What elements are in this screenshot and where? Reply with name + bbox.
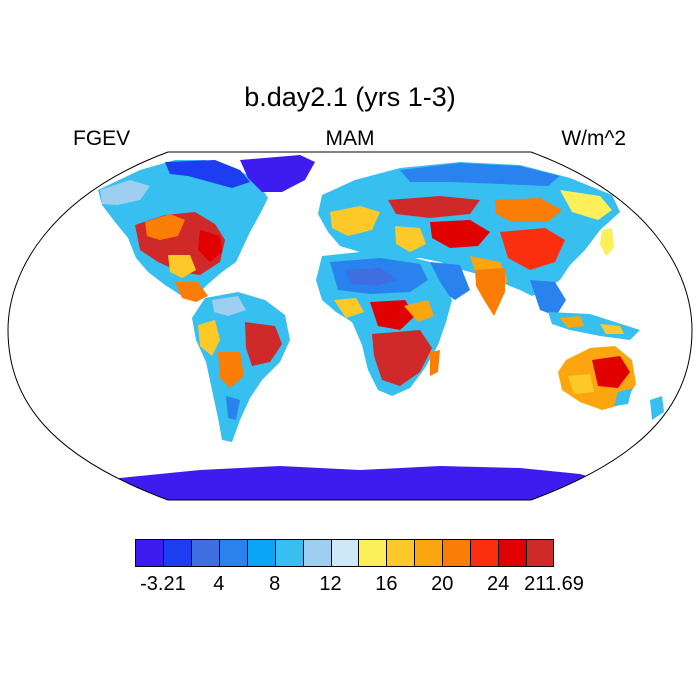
map-field [98,155,664,500]
colorbar-label: 24 [487,573,510,595]
colorbar-swatch [442,539,471,567]
colorbar-label: -3.21 [140,573,186,595]
africa-landmass [316,252,452,396]
colorbar-swatch [302,539,331,567]
colorbar-swatch [526,539,554,567]
new-zealand-landmass [650,396,664,420]
plot-title: b.day2.1 (yrs 1-3) [244,82,456,112]
south-america-landmass [192,292,290,442]
colorbar-label: 8 [269,573,281,595]
colorbar-swatch [218,539,247,567]
australia-landmass [558,346,636,410]
map-outline [7,151,693,501]
madagascar-landmass [430,350,440,376]
colorbar-swatch [190,539,219,567]
colorbar-swatch [386,539,415,567]
colorbar-label: 211.69 [524,573,584,595]
colorbar-swatch [135,539,163,567]
north-america-landmass [98,160,268,302]
colorbar-swatch [498,539,527,567]
colorbar-label: 12 [319,573,342,595]
colorbar-swatch [330,539,359,567]
colorbar-swatch [274,539,303,567]
eurasia-landmass [318,162,620,296]
colorbar-swatch [162,539,191,567]
india-landmass [475,268,505,316]
southeast-asia-landmass [530,280,640,340]
greenland-landmass [240,155,315,192]
colorbar-label: 16 [375,573,398,595]
colorbar-label: 4 [213,573,225,595]
colorbar-swatch [358,539,387,567]
colorbar-swatch [414,539,443,567]
colorbar-swatch [246,539,275,567]
units-label: W/m^2 [561,127,626,150]
season-label: MAM [325,127,375,150]
variable-label: FGEV [73,127,131,150]
japan-landmass [600,228,614,256]
colorbar-swatch [470,539,499,567]
colorbar-label: 20 [431,573,454,595]
antarctica-landmass [100,466,600,500]
